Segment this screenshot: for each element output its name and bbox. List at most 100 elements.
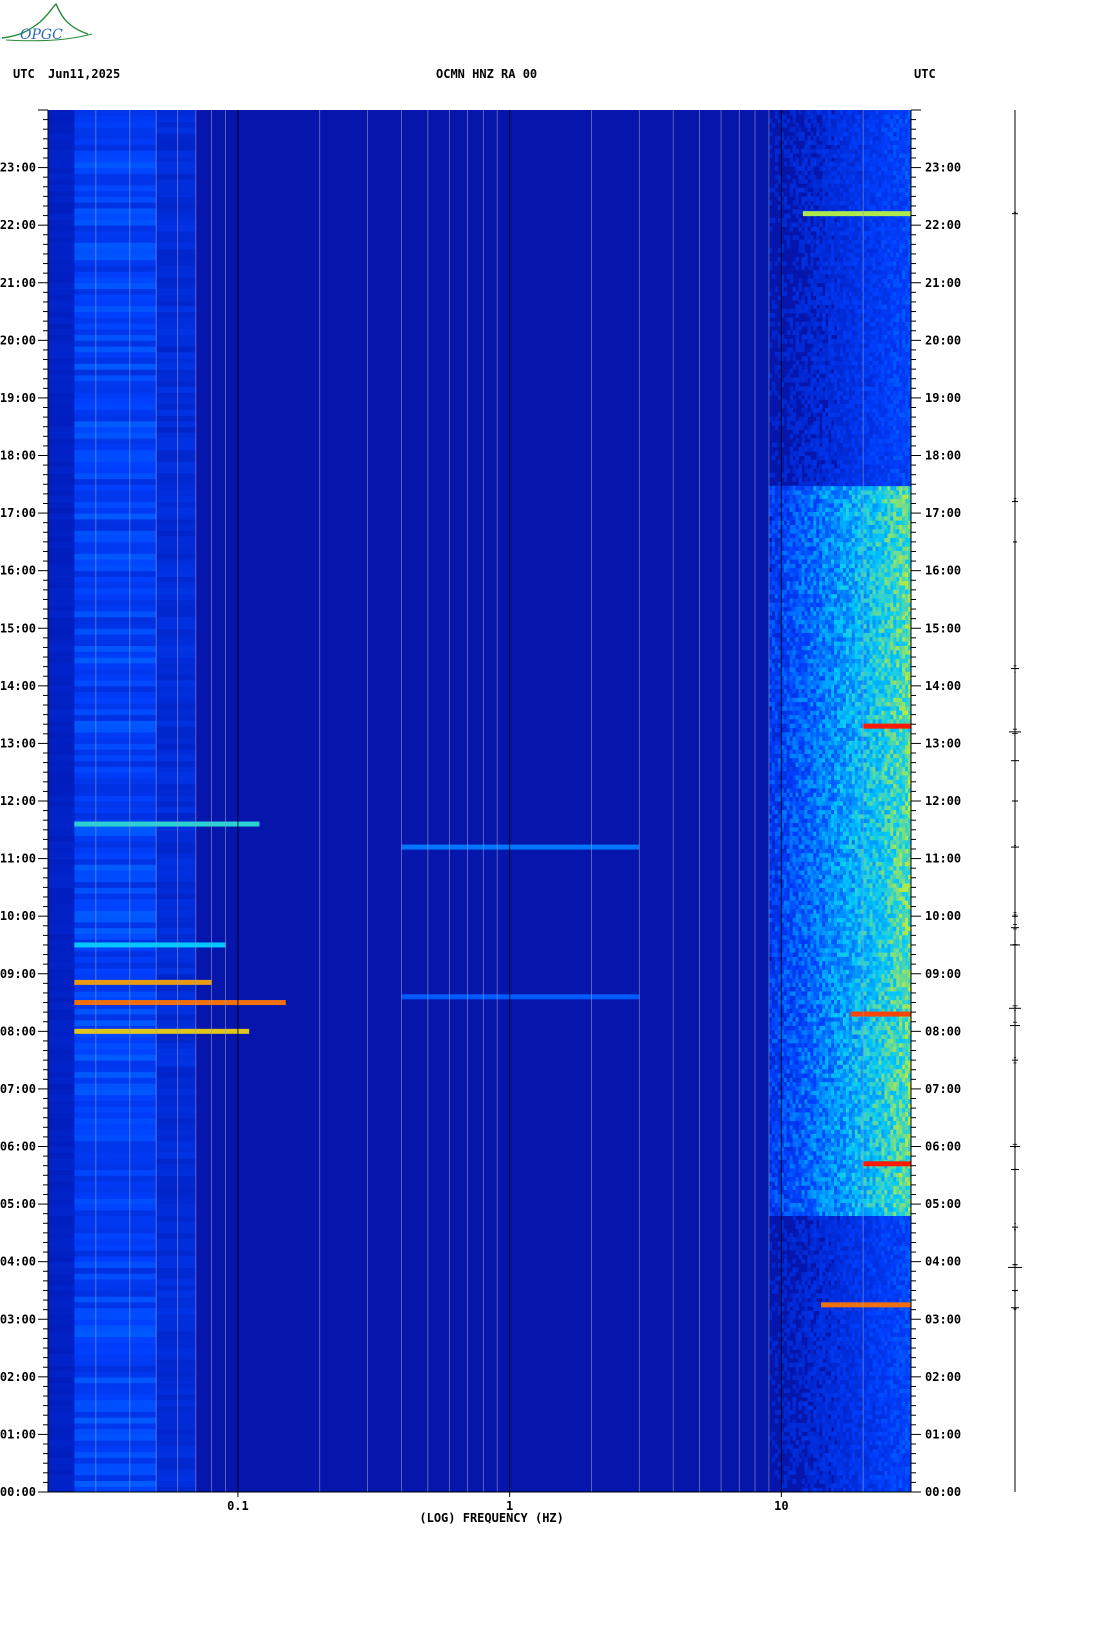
heatmap-cell [860, 1289, 865, 1294]
heatmap-cell [887, 1194, 891, 1199]
heatmap-cell [792, 1409, 796, 1415]
heatmap-cell [798, 1133, 802, 1139]
heatmap-cell [831, 1409, 835, 1415]
heatmap-cell [893, 1133, 897, 1139]
heatmap-cell [156, 1094, 196, 1101]
heatmap-cell [875, 1051, 879, 1057]
heatmap-cell [795, 1159, 799, 1165]
heatmap-cell [869, 1176, 873, 1182]
heatmap-cell [780, 1064, 785, 1070]
heatmap-cell [887, 1297, 891, 1303]
heatmap-cell [905, 1310, 909, 1316]
heatmap-cell [890, 1155, 894, 1160]
heatmap-cell [842, 1310, 847, 1316]
heatmap-cell [863, 1401, 868, 1407]
heatmap-cell [798, 1422, 802, 1428]
heatmap-cell [839, 1483, 844, 1489]
heatmap-cell [74, 616, 157, 623]
heatmap-cell [899, 1457, 903, 1463]
heatmap-cell [822, 1068, 826, 1074]
heatmap-cell [866, 1340, 870, 1346]
heatmap-cell [854, 1228, 859, 1234]
heatmap-cell [878, 1137, 882, 1143]
heatmap-cell [866, 1409, 870, 1415]
heatmap-cell [893, 1466, 897, 1471]
heatmap-cell [860, 1129, 865, 1134]
heatmap-cell [875, 1133, 879, 1139]
heatmap-cell [848, 1202, 853, 1208]
heatmap-cell [792, 1327, 796, 1333]
heatmap-cell [908, 1258, 912, 1264]
heatmap-cell [156, 973, 196, 981]
heatmap-cell [828, 1353, 832, 1359]
heatmap-cell [839, 1401, 844, 1407]
heatmap-cell [819, 1129, 823, 1134]
heatmap-cell [816, 1215, 820, 1221]
heatmap-cell [890, 1345, 894, 1350]
heatmap-cell [863, 1474, 868, 1480]
heatmap-cell [48, 1428, 75, 1435]
heatmap-cell [48, 1382, 75, 1389]
heatmap-cell [798, 1448, 802, 1454]
heatmap-cell [783, 1427, 788, 1432]
heatmap-cell [860, 1215, 865, 1221]
heatmap-cell [866, 1401, 870, 1407]
heatmap-cell [890, 1215, 894, 1221]
heatmap-cell [851, 1081, 856, 1087]
heatmap-cell [825, 1237, 829, 1242]
heatmap-cell [845, 1081, 850, 1087]
heatmap-cell [839, 1306, 844, 1312]
heatmap-cell [74, 812, 157, 819]
heatmap-cell [834, 1336, 838, 1342]
heatmap-cell [801, 1055, 805, 1061]
heatmap-cell [831, 1129, 835, 1134]
heatmap-cell [156, 703, 196, 710]
heatmap-cell [908, 1289, 912, 1294]
heatmap-cell [845, 1345, 850, 1350]
heatmap-cell [884, 1263, 888, 1268]
heatmap-cell [887, 1237, 891, 1242]
heatmap-cell [837, 1133, 841, 1139]
heatmap-cell [74, 651, 157, 658]
heatmap-cell [863, 1353, 868, 1359]
heatmap-cell [899, 1371, 903, 1376]
heatmap-cell [905, 1237, 909, 1242]
heatmap-cell [875, 1384, 879, 1389]
heatmap-cell [857, 1107, 862, 1113]
heatmap-cell [156, 1284, 196, 1291]
heatmap-cell [899, 1483, 903, 1489]
heatmap-cell [822, 1422, 826, 1428]
heatmap-cell [884, 1483, 888, 1489]
heatmap-cell [837, 1094, 841, 1100]
heatmap-cell [48, 881, 75, 888]
heatmap-cell [878, 1202, 882, 1208]
heatmap-cell [74, 1048, 157, 1055]
heatmap-cell [872, 1120, 876, 1126]
heatmap-cell [807, 1479, 811, 1484]
heatmap-cell [839, 1202, 844, 1208]
heatmap-cell [893, 1094, 897, 1100]
heatmap-cell [834, 1202, 838, 1208]
heatmap-cell [156, 276, 196, 284]
heatmap-cell [48, 196, 75, 203]
heatmap-cell [881, 1077, 885, 1083]
heatmap-cell [860, 1051, 865, 1057]
heatmap-cell [872, 1448, 876, 1454]
heatmap-cell [783, 1103, 788, 1109]
heatmap-cell [813, 1336, 817, 1342]
heatmap-cell [74, 749, 157, 756]
heatmap-cell [869, 1466, 873, 1471]
heatmap-cell [839, 1358, 844, 1363]
heatmap-cell [834, 1194, 838, 1199]
heatmap-cell [884, 1448, 888, 1454]
heatmap-cell [801, 1172, 805, 1178]
heatmap-cell [837, 1124, 841, 1130]
heatmap-cell [74, 121, 157, 128]
heatmap-cell [801, 1086, 805, 1091]
heatmap-cell [899, 1215, 903, 1221]
heatmap-cell [831, 1392, 835, 1398]
heatmap-cell [74, 916, 157, 923]
heatmap-cell [819, 1254, 823, 1260]
heatmap-cell [899, 1409, 903, 1415]
